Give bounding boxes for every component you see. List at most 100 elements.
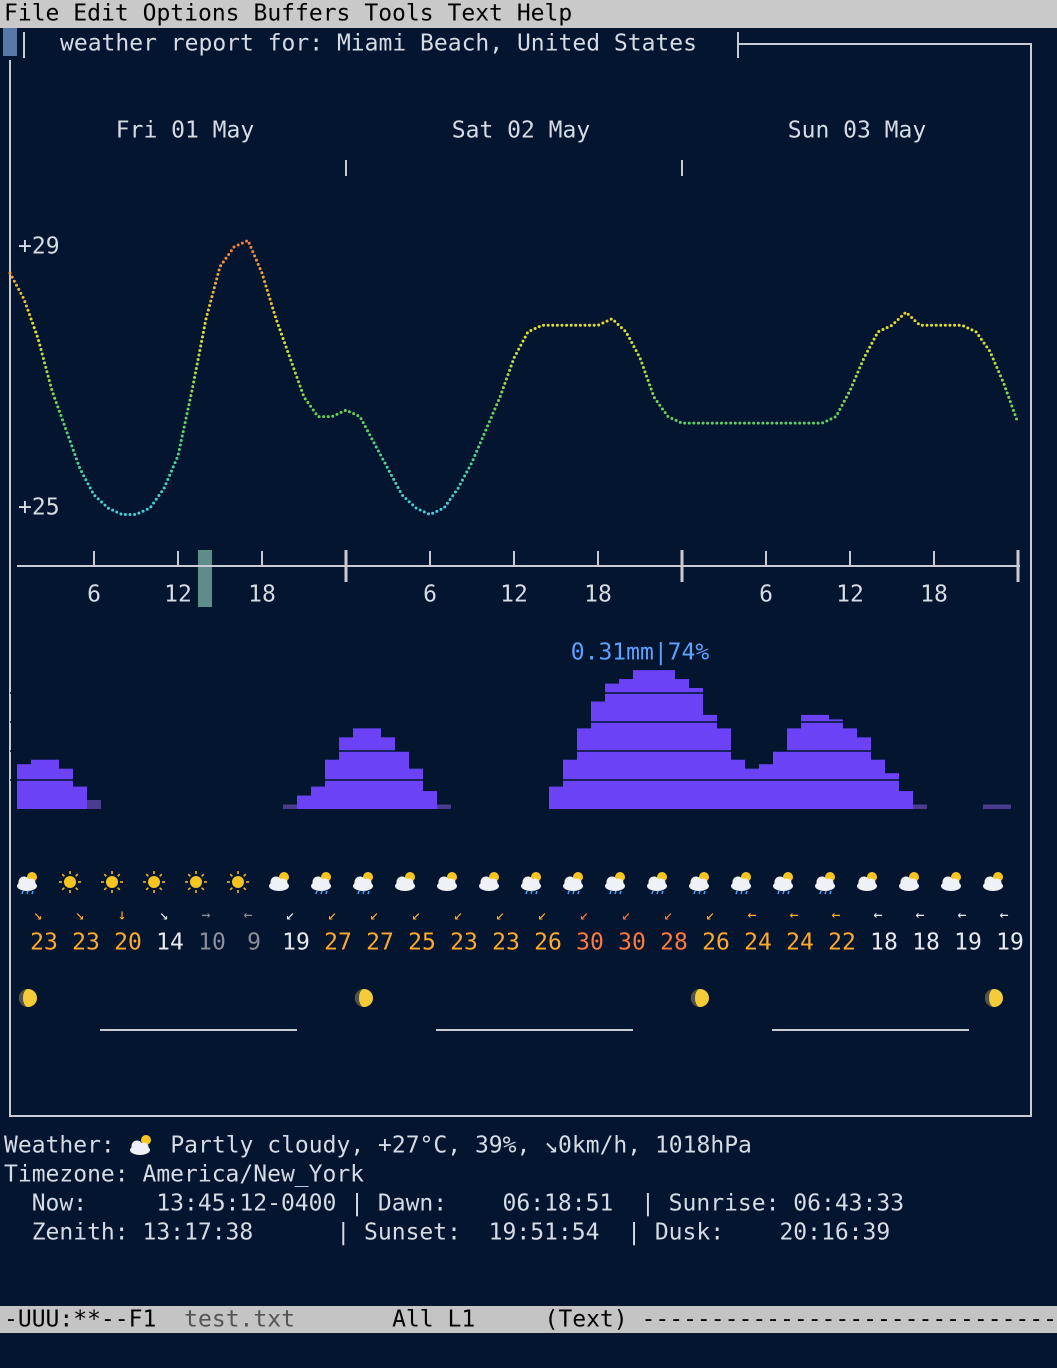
weather-icon [185,871,207,893]
rain-drop [619,890,622,895]
cloud [984,876,996,888]
sun-ray [61,873,65,877]
rain-drop [315,890,318,895]
menu-item[interactable]: Edit [73,1,128,27]
wind-direction: ↙ [453,906,462,924]
wind-speed: 26 [534,930,562,956]
wind-direction: ↙ [663,906,672,924]
cloud [866,878,876,888]
precipitation-bar [913,804,927,809]
weather-icon [899,872,919,891]
wind-speed: 9 [247,930,261,956]
moon-shadow [985,989,994,1007]
weather-icon [227,871,249,893]
rain-drop [26,890,29,895]
rain-drop [609,890,612,895]
sun [190,876,202,888]
precipitation-bar [409,768,423,809]
precipitation-bar [591,701,605,809]
cloud [396,876,408,888]
wind-direction: ← [243,906,252,924]
wind-speed: 18 [870,930,898,956]
rain-drop [21,890,24,895]
wind-speed: 24 [744,930,772,956]
mode-line-mode: (Text) [545,1307,628,1333]
sun-ray [117,873,121,877]
wind-speed: 23 [72,930,100,956]
rain-drop [693,890,696,895]
cloud [18,876,30,888]
wind-direction: ↙ [495,906,504,924]
menu-item[interactable]: Options [143,1,240,27]
wind-speed: 30 [618,930,646,956]
weather-icon [605,872,625,895]
precipitation-bar [45,759,59,809]
precipitation-bar [745,768,759,809]
hour-tick-label: 6 [87,582,101,608]
sun-ray [229,873,233,877]
precipitation-bar [717,728,731,809]
wind-speed: 19 [996,930,1024,956]
cloud [488,878,498,888]
frame [9,32,1032,1117]
menu-item[interactable]: Help [517,1,572,27]
rain-drop [740,890,743,895]
precipitation-bar [297,795,311,809]
current-label: Weather: [4,1133,115,1159]
rain-drop [572,890,575,895]
rain-drop [357,890,360,895]
y-tick-label: +29 [18,234,60,260]
wind-speed: 20 [114,930,142,956]
weather-icon [689,872,709,895]
info-line: Zenith: 13:17:38 | Sunset: 19:51:54 | Du… [4,1220,890,1246]
temperature-curve [8,238,1020,517]
wind-direction: ← [873,906,882,924]
rain-drop [362,890,365,895]
precipitation-bar [871,759,885,809]
wind-speed: 19 [282,930,310,956]
precipitation-bar [619,679,633,809]
precipitation-bar [801,714,815,809]
rain-drop [530,890,533,895]
sun-ray [103,873,107,877]
rain-drop [535,890,538,895]
precipitation-bar [325,759,339,809]
rain-drop [325,890,328,895]
cloud [950,878,960,888]
cloud [438,876,450,888]
wind-speed: 19 [954,930,982,956]
cloud [362,878,372,888]
sun-ray [145,887,149,891]
cloud [354,876,366,888]
hour-tick-label: 18 [920,582,948,608]
precipitation-bar [73,786,87,809]
precipitation-bar [311,786,325,809]
cloud [732,876,744,888]
wind-speed: 27 [366,930,394,956]
moon-icon [691,989,709,1007]
cloud [564,876,576,888]
day-label: Fri 01 May [116,118,254,144]
cloud [942,876,954,888]
sun-ray [75,887,79,891]
precipitation-bar [661,670,675,809]
weather-icon [857,872,877,891]
precipitation-bar [605,683,619,809]
rain-drop [31,890,34,895]
menu-item[interactable]: File [4,1,59,27]
wind-direction: ↘ [75,906,84,924]
weather-icon [17,872,37,895]
hour-tick-label: 6 [759,582,773,608]
rain-drop [829,890,832,895]
menu-item[interactable]: Tools [364,1,433,27]
wind-speed: 26 [702,930,730,956]
menu-item[interactable]: Buffers [253,1,350,27]
cloud [900,876,912,888]
precipitation-peak-label: 0.31mm|74% [571,640,710,666]
moon-icon [355,989,373,1007]
menu-item[interactable]: Text [448,1,503,27]
wind-speed: 23 [30,930,58,956]
rain-drop [782,890,785,895]
wind-direction: ↙ [705,906,714,924]
rain-drop [745,890,748,895]
